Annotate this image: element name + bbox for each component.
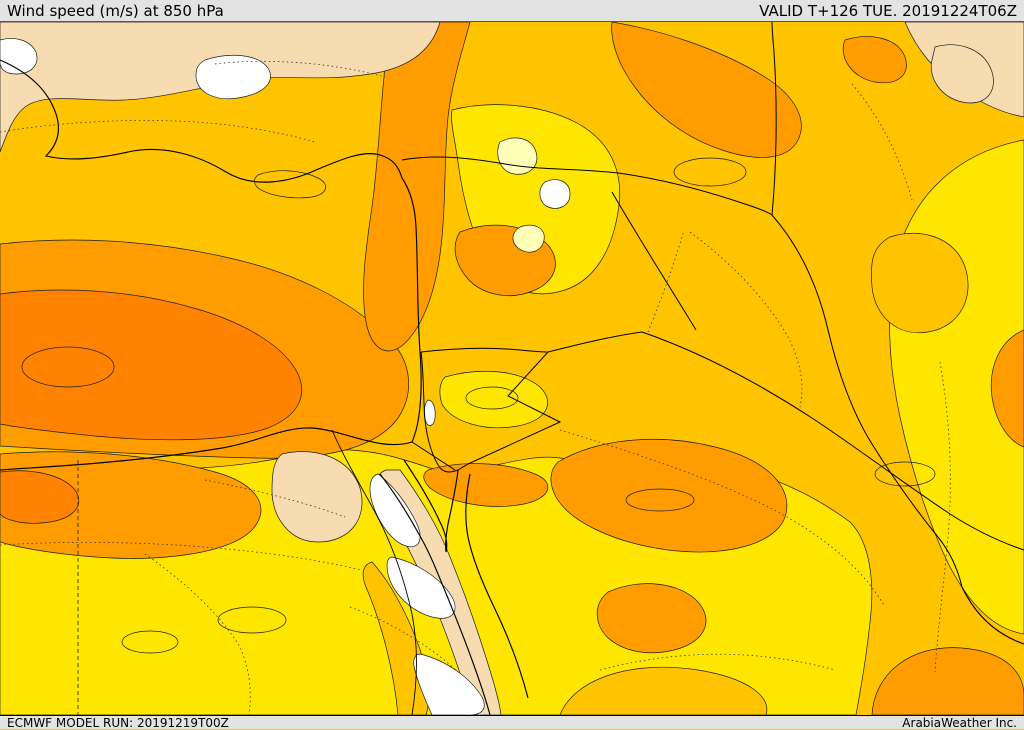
credit-label: ArabiaWeather Inc. bbox=[902, 715, 1017, 730]
fill-darkorange-inner-ring bbox=[21, 346, 115, 388]
fill-gold-bottom-center bbox=[559, 666, 768, 715]
fill-orange-right-sliver bbox=[990, 329, 1024, 448]
map-title: Wind speed (m/s) at 850 hPa bbox=[7, 1, 224, 20]
border-syria-iraq bbox=[611, 191, 697, 331]
fill-orange-topright-band bbox=[611, 22, 802, 158]
fill-orange-saudi-blob1 bbox=[550, 439, 788, 553]
fill-orange-saudi-blob2 bbox=[596, 583, 707, 654]
border-turkey-syria-iraq bbox=[401, 156, 773, 216]
border-turkey-iran bbox=[771, 22, 777, 216]
dotted-iran-2 bbox=[851, 83, 913, 201]
fill-white-gulf-suez bbox=[369, 473, 421, 548]
fill-white-top-center bbox=[195, 55, 271, 100]
fill-orange-bottomright bbox=[871, 647, 1024, 715]
fill-gold-nile-band bbox=[362, 561, 430, 715]
valid-time-label: VALID T+126 TUE. 20191224T06Z bbox=[759, 1, 1017, 20]
contour-ring-5 bbox=[121, 630, 179, 654]
fill-beige-topleft bbox=[0, 22, 441, 153]
contour-ring-2 bbox=[673, 157, 747, 187]
fill-beige-redsea-coast bbox=[271, 451, 363, 543]
fill-orange-topright-small bbox=[842, 36, 907, 84]
coastline-gulf-suez-east bbox=[403, 459, 448, 553]
model-run-label: ECMWF MODEL RUN: 20191219T00Z bbox=[7, 715, 229, 730]
fill-white-redsea-2 bbox=[413, 653, 485, 715]
coastline-redsea-saudi bbox=[465, 473, 529, 699]
fill-gold-east-blob bbox=[871, 233, 969, 334]
dotted-turkey-2 bbox=[214, 60, 386, 78]
border-jordan-saudi bbox=[457, 351, 562, 471]
fill-orange-levant-band bbox=[363, 22, 471, 352]
fill-white-topleft bbox=[0, 38, 38, 75]
fill-beige-topright-blob bbox=[930, 44, 994, 104]
fill-pale-detail-2 bbox=[539, 179, 571, 209]
contour-ring-1 bbox=[217, 606, 287, 634]
dotted-iran-1 bbox=[934, 361, 951, 673]
contour-ring-6 bbox=[625, 488, 695, 512]
fill-pale-detail-1 bbox=[497, 137, 538, 175]
dotted-egypt-1 bbox=[0, 541, 363, 571]
nile-river bbox=[331, 429, 417, 715]
coastline-persian-gulf bbox=[961, 586, 1024, 645]
fill-white-redsea-1 bbox=[386, 556, 456, 619]
border-syria-jordan bbox=[420, 347, 549, 353]
coastline-gulf-aqaba bbox=[445, 469, 459, 553]
contour-ring-4 bbox=[874, 461, 936, 487]
border-jordan-valley bbox=[420, 351, 459, 473]
cyprus-island bbox=[254, 170, 326, 199]
coastline-turkey-levant-egypt bbox=[0, 59, 422, 471]
fill-orange-egypt-band bbox=[0, 451, 262, 559]
wind-speed-map bbox=[0, 22, 1024, 715]
header-bar: Wind speed (m/s) at 850 hPa VALID T+126 … bbox=[0, 0, 1024, 22]
dotted-egypt-4 bbox=[349, 606, 459, 673]
fill-darkorange-egypt-small bbox=[0, 470, 80, 524]
contour-ring-3 bbox=[465, 386, 519, 410]
border-iraq-iran bbox=[771, 214, 963, 588]
border-iraq-saudi bbox=[641, 331, 1024, 551]
dotted-saudi-1 bbox=[559, 429, 886, 608]
fill-pale-detail-3 bbox=[512, 224, 545, 253]
footer-bar: ECMWF MODEL RUN: 20191219T00Z ArabiaWeat… bbox=[0, 715, 1024, 730]
coastline-redsea-egypt bbox=[437, 573, 491, 715]
fill-orange-sinai-band bbox=[423, 463, 549, 507]
fill-yellow-jordan-patch bbox=[439, 370, 548, 429]
wind-map-container bbox=[0, 22, 1024, 715]
fill-darkorange-med-core bbox=[0, 289, 303, 441]
border-jordan-iraq bbox=[547, 331, 643, 353]
coastline-gulf-suez-west bbox=[379, 473, 439, 575]
